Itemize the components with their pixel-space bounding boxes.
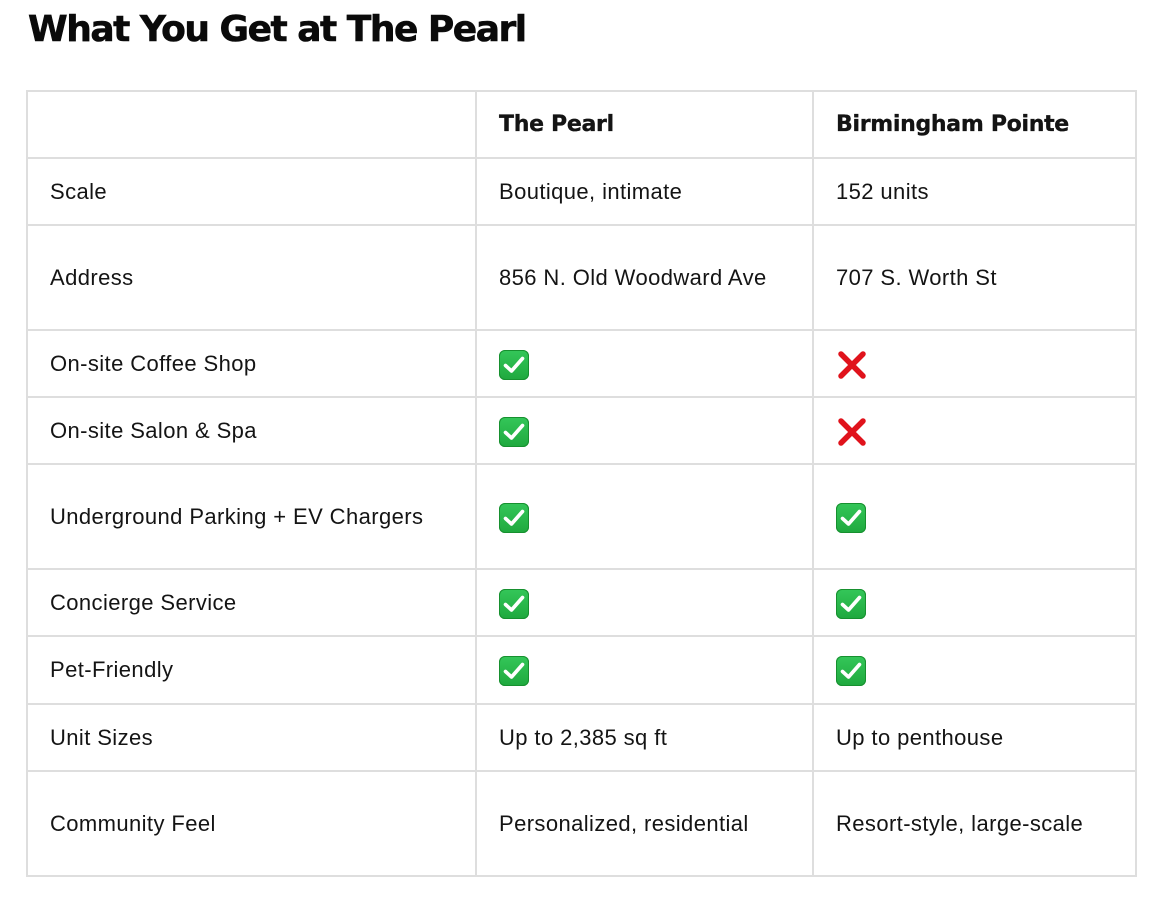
row-label: Concierge Service [26, 568, 477, 637]
pearl-cell: 856 N. Old Woodward Ave [475, 224, 814, 331]
pointe-cell: Up to penthouse [812, 703, 1137, 772]
check-mark-icon [836, 502, 866, 533]
row-label: Community Feel [26, 770, 477, 877]
check-mark-icon [836, 588, 866, 619]
pearl-cell: Boutique, intimate [475, 157, 814, 226]
comparison-table: The Pearl Birmingham Pointe Scale Boutiq… [26, 90, 1137, 877]
cell-text: 707 S. Worth St [836, 264, 997, 290]
check-mark-icon [499, 416, 529, 447]
cell-text: Up to penthouse [836, 724, 1004, 750]
pearl-cell [475, 463, 814, 570]
row-label: On-site Salon & Spa [26, 396, 477, 465]
pearl-cell: Up to 2,385 sq ft [475, 703, 814, 772]
table-row: Community Feel Personalized, residential… [26, 770, 1137, 877]
header-cell-birmingham-pointe: Birmingham Pointe [812, 90, 1137, 159]
pointe-cell [812, 568, 1137, 637]
check-mark-icon [499, 656, 529, 687]
pointe-cell: Resort-style, large-scale [812, 770, 1137, 877]
table-row: Concierge Service [26, 568, 1137, 637]
page-title: What You Get at The Pearl [28, 9, 528, 51]
table-header-row: The Pearl Birmingham Pointe [26, 90, 1137, 159]
pearl-cell [475, 635, 814, 705]
cell-text: 152 units [836, 178, 929, 204]
cross-mark-icon [836, 416, 868, 448]
cell-text: 856 N. Old Woodward Ave [499, 264, 767, 290]
table-row: Pet-Friendly [26, 635, 1137, 705]
check-mark-icon [499, 349, 529, 380]
cell-text: Boutique, intimate [499, 178, 683, 204]
table-row: Unit Sizes Up to 2,385 sq ft Up to penth… [26, 703, 1137, 772]
row-label: Underground Parking + EV Chargers [26, 463, 477, 570]
cell-text: Personalized, residential [499, 810, 749, 836]
cross-mark-icon [836, 349, 868, 381]
pearl-cell [475, 568, 814, 637]
row-label: On-site Coffee Shop [26, 329, 477, 398]
pointe-cell: 707 S. Worth St [812, 224, 1137, 331]
pointe-cell [812, 329, 1137, 398]
row-label: Pet-Friendly [26, 635, 477, 705]
pearl-cell [475, 396, 814, 465]
pearl-cell: Personalized, residential [475, 770, 814, 877]
cell-text: Resort-style, large-scale [836, 810, 1084, 836]
pointe-cell [812, 463, 1137, 570]
table-row: Underground Parking + EV Chargers [26, 463, 1137, 570]
pearl-cell [475, 329, 814, 398]
header-cell-empty [26, 90, 477, 159]
pointe-cell [812, 396, 1137, 465]
cell-text: Up to 2,385 sq ft [499, 724, 668, 750]
row-label: Unit Sizes [26, 703, 477, 772]
table-row: On-site Salon & Spa [26, 396, 1137, 465]
check-mark-icon [499, 588, 529, 619]
header-cell-the-pearl: The Pearl [475, 90, 814, 159]
table-row: Scale Boutique, intimate 152 units [26, 157, 1137, 226]
check-mark-icon [499, 502, 529, 533]
check-mark-icon [836, 656, 866, 687]
table-row: On-site Coffee Shop [26, 329, 1137, 398]
table-row: Address 856 N. Old Woodward Ave 707 S. W… [26, 224, 1137, 331]
row-label: Scale [26, 157, 477, 226]
row-label: Address [26, 224, 477, 331]
pointe-cell: 152 units [812, 157, 1137, 226]
pointe-cell [812, 635, 1137, 705]
